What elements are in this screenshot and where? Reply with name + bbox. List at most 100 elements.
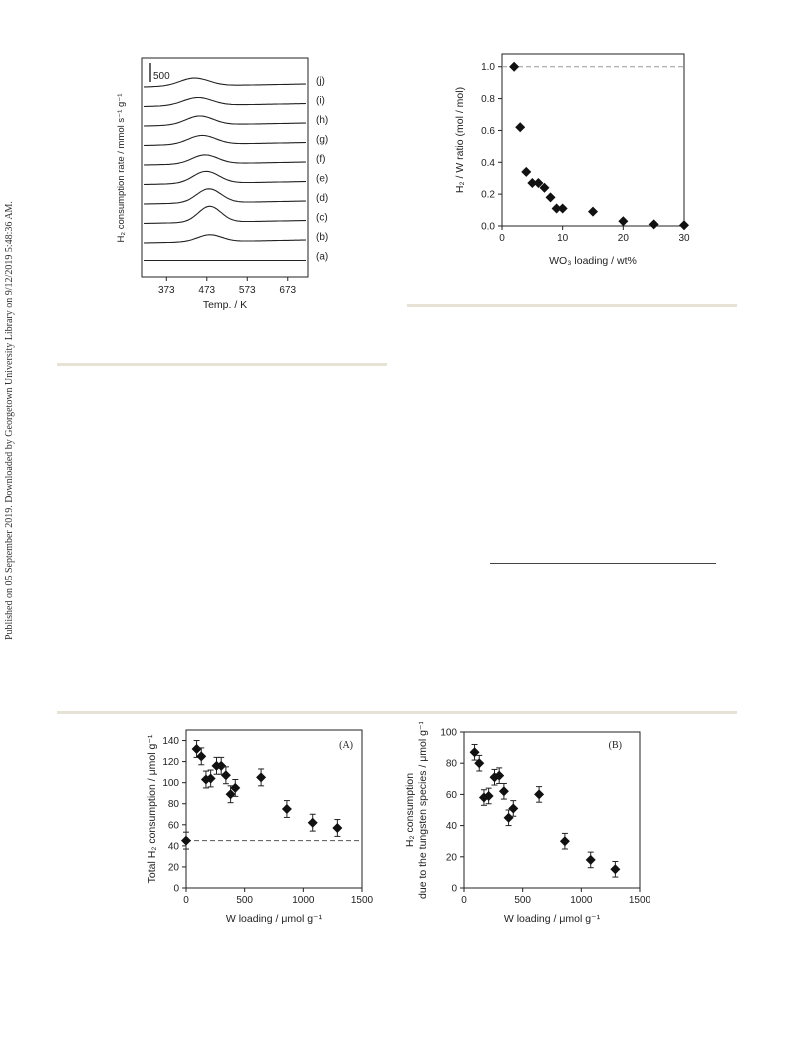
tpr-curve [143, 205, 307, 225]
tpr-curve [143, 234, 307, 244]
data-point [307, 817, 318, 828]
data-point [533, 178, 544, 188]
data-point [205, 773, 216, 784]
data-point [503, 812, 514, 823]
x-tick-label: 473 [198, 285, 215, 296]
data-point [585, 854, 596, 865]
y-tick-label: 0 [173, 884, 179, 895]
tpr-curve [143, 96, 307, 108]
y-tick-label: 0.4 [481, 158, 495, 169]
data-point [225, 789, 236, 800]
tpr-curve [143, 170, 307, 186]
curve-label: (b) [316, 232, 328, 243]
y-tick-label: 100 [162, 778, 179, 789]
data-point [557, 203, 568, 214]
data-point [281, 804, 292, 814]
x-tick-label: 0 [461, 895, 467, 906]
x-axis-label: W loading / μmol g⁻¹ [504, 913, 601, 925]
tpr-curve [144, 77, 307, 88]
data-point [494, 770, 505, 781]
curve-label: (c) [316, 213, 328, 224]
x-tick-label: 1000 [292, 895, 315, 906]
plot-frame [463, 731, 641, 889]
x-tick-label: 0 [183, 895, 189, 906]
y-tick-label: 20 [446, 852, 458, 863]
curve-label: (j) [316, 76, 325, 87]
data-point [332, 822, 343, 833]
y-tick-label: 0 [451, 884, 457, 895]
total-h2-consumption-chart: 0 500 1000 1500 0 20 40 60 80 100 120 140 (A) W loa… [146, 729, 374, 925]
data-point [588, 206, 598, 217]
data-point [498, 786, 509, 797]
x-tick-label: 673 [279, 285, 296, 296]
data-point [256, 772, 267, 783]
panel-label: (A) [339, 740, 353, 751]
data-point [509, 61, 520, 72]
curve-label: (a) [316, 252, 328, 263]
y-tick-label: 40 [168, 841, 180, 852]
x-tick-label: 500 [236, 895, 253, 906]
data-point [474, 758, 485, 769]
data-point [679, 220, 689, 231]
curve-label: (f) [316, 154, 325, 165]
y-tick-label: 140 [162, 736, 179, 747]
tpr-curve [143, 134, 307, 147]
panel-label: (B) [609, 740, 622, 751]
x-tick-label: 573 [239, 285, 256, 296]
tpr-profiles-chart: 500 (a) (b) (c) (d) (e) (f) (g) (h) (i) (j) 373 47… [116, 57, 328, 311]
data-point [539, 182, 550, 193]
plot-frame [501, 53, 685, 227]
data-point [508, 803, 519, 814]
plot-frame [141, 57, 309, 278]
data-point [559, 836, 570, 847]
x-tick-label: 30 [678, 233, 690, 244]
y-tick-label: 40 [446, 821, 458, 832]
x-tick-label: 10 [557, 233, 569, 244]
curve-label: (d) [316, 193, 328, 204]
footnote-rule [490, 563, 716, 564]
data-point [196, 751, 207, 762]
y-tick-label: 60 [168, 820, 180, 831]
y-axis-label: H₂ / W ratio (mol / mol) [454, 87, 466, 193]
data-point [191, 743, 202, 754]
data-point [515, 122, 526, 133]
y-axis-label-line-2: due to the tungsten species / μmol g⁻¹ [417, 722, 429, 899]
y-axis-label: Total H₂ consumption / μmol g⁻¹ [146, 734, 158, 883]
plot-frame [185, 729, 363, 889]
x-tick-label: 373 [158, 285, 175, 296]
publication-side-note: Published on 05 September 2019. Download… [4, 201, 15, 640]
h2-w-ratio-chart: 0 10 20 30 0.0 0.2 0.4 0.6 0.8 1.0 WO₃ loading / … [454, 53, 690, 267]
data-point [220, 770, 231, 781]
section-rule-full [57, 711, 737, 714]
y-tick-label: 100 [440, 728, 457, 739]
x-tick-label: 0 [499, 233, 505, 244]
y-tick-label: 0.8 [481, 94, 495, 105]
data-point [610, 864, 621, 875]
tpr-curve [143, 115, 307, 127]
data-point [648, 219, 659, 230]
tungsten-h2-consumption-chart: 0 500 1000 1500 0 20 40 60 80 100 (B) W loading /… [404, 722, 650, 925]
y-tick-label: 80 [168, 799, 180, 810]
data-point [230, 782, 241, 793]
section-rule-right [407, 304, 737, 307]
data-point [618, 216, 629, 227]
y-tick-label: 1.0 [481, 62, 495, 73]
x-tick-label: 20 [618, 233, 630, 244]
y-axis-label: H₂ consumption rate / mmol s⁻¹ g⁻¹ [116, 94, 127, 243]
data-point [527, 178, 538, 188]
data-point [216, 760, 227, 771]
y-axis-label-line-1: H₂ consumption [404, 773, 416, 847]
x-axis-label: WO₃ loading / wt% [549, 255, 637, 267]
curve-label: (e) [316, 174, 328, 185]
data-point [469, 747, 480, 758]
x-tick-label: 1500 [629, 895, 650, 906]
tpr-curve [143, 188, 307, 205]
y-tick-label: 20 [168, 862, 180, 873]
y-tick-label: 80 [446, 759, 458, 770]
scale-bar-label: 500 [153, 71, 170, 82]
x-tick-label: 1000 [570, 895, 593, 906]
y-tick-label: 0.6 [481, 126, 495, 137]
data-point [181, 835, 191, 846]
y-tick-label: 60 [446, 790, 458, 801]
curve-label: (i) [316, 96, 325, 107]
